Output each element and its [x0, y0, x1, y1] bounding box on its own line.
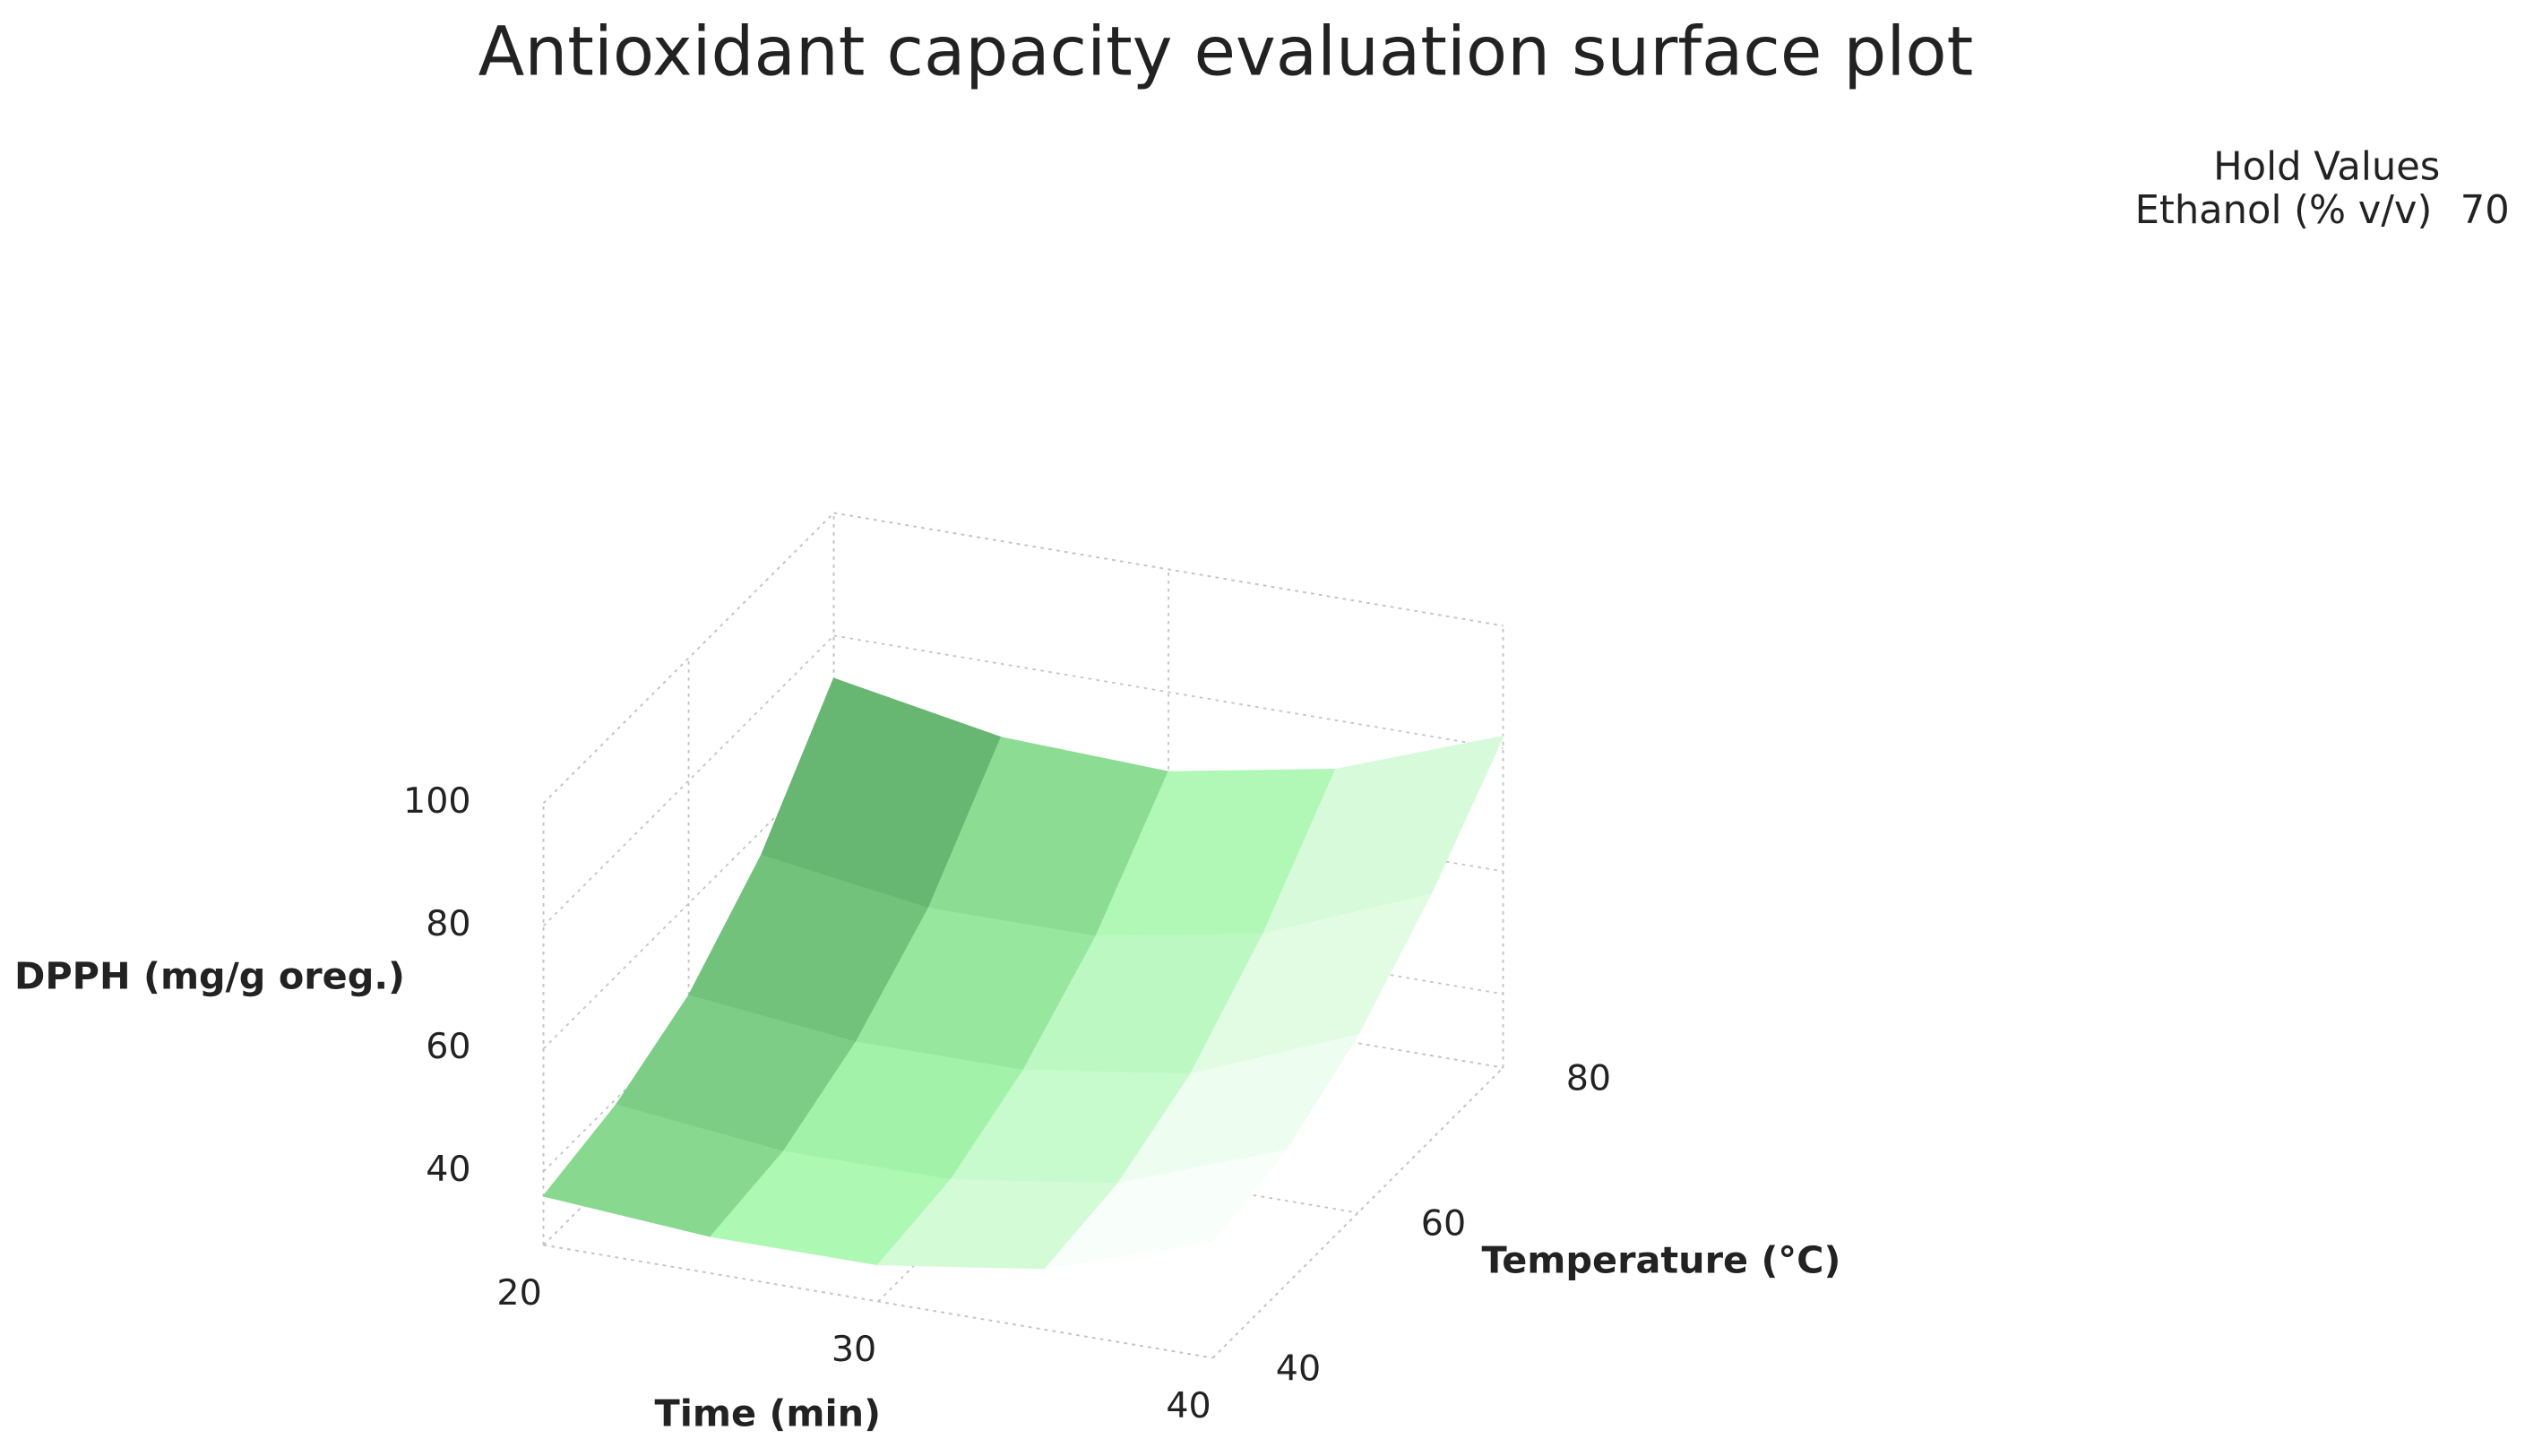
- y-axis-label: Temperature (°C): [1482, 1238, 1841, 1281]
- x-tick-label: 20: [496, 1272, 541, 1314]
- z-tick-label: 60: [426, 1026, 470, 1067]
- z-tick-label: 40: [426, 1149, 470, 1190]
- z-tick-label: 100: [403, 780, 471, 822]
- x-tick-label: 40: [1166, 1385, 1211, 1426]
- chart-title: Antioxidant capacity evaluation surface …: [478, 13, 1974, 91]
- y-tick-label: 80: [1566, 1057, 1611, 1098]
- x-tick-label: 30: [832, 1329, 876, 1370]
- hold-value-name: Ethanol (% v/v): [2135, 188, 2433, 233]
- y-tick-label: 60: [1421, 1202, 1466, 1244]
- hold-values-title: Hold Values: [2213, 144, 2440, 189]
- z-grid-line: [833, 512, 1504, 627]
- x-axis-label: Time (min): [654, 1391, 881, 1434]
- y-tick-label: 40: [1276, 1348, 1321, 1389]
- z-tick-label: 80: [426, 903, 470, 944]
- hold-value: 70: [2460, 188, 2510, 233]
- y-grid-line: [543, 1244, 1213, 1359]
- z-grid-line: [833, 634, 1504, 750]
- z-axis-label: DPPH (mg/g oreg.): [14, 955, 405, 998]
- surface-cell: [1043, 1149, 1288, 1270]
